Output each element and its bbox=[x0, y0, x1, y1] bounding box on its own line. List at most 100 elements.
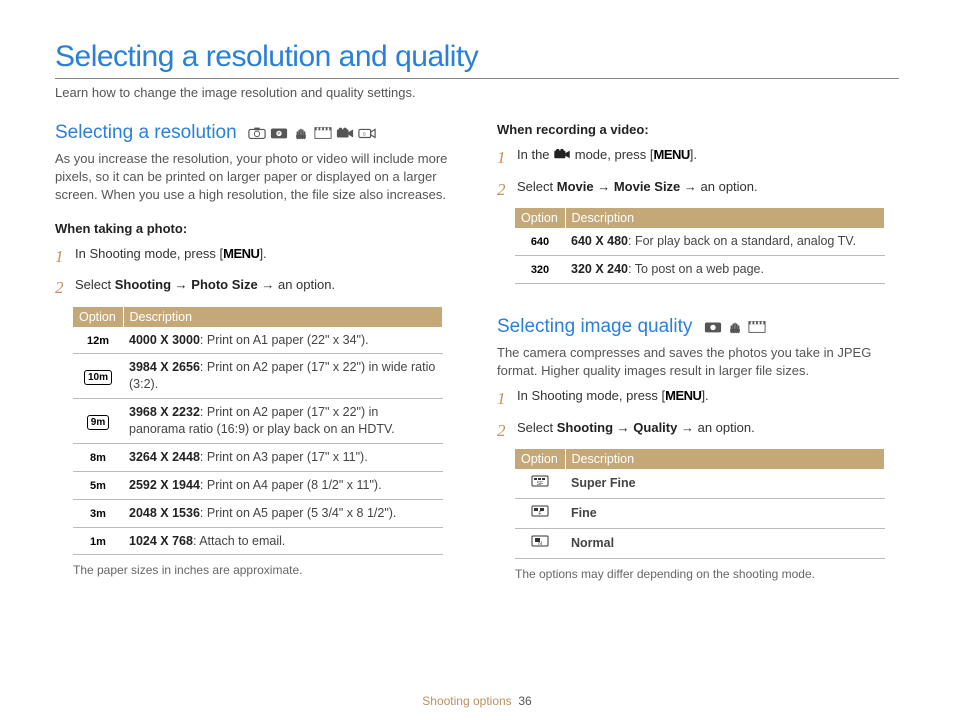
size-badge: 8m bbox=[88, 451, 108, 466]
footer-section: Shooting options bbox=[422, 694, 511, 708]
step-text: Select Movie → Movie Size → an option. bbox=[517, 177, 899, 197]
table-row: 320 320 X 240: To post on a web page. bbox=[515, 255, 885, 283]
cell-rest: : Print on A4 paper (8 1/2" x 11"). bbox=[200, 478, 382, 492]
cell-rest: : For play back on a standard, analog TV… bbox=[628, 234, 856, 248]
step-number: 1 bbox=[497, 386, 517, 412]
th-description: Description bbox=[565, 208, 885, 228]
table-row: 1m 1024 X 768: Attach to email. bbox=[73, 527, 443, 555]
photo-size-table: Option Description 12m4000 X 3000: Print… bbox=[73, 307, 443, 556]
photo-footnote: The paper sizes in inches are approximat… bbox=[73, 563, 457, 577]
content-columns: Selecting a resolution P S As you increa… bbox=[55, 122, 899, 581]
table-row: 3m 2048 X 1536: Print on A5 paper (5 3/4"… bbox=[73, 499, 443, 527]
table-row: 8m3264 X 2448: Print on A3 paper (17" x … bbox=[73, 443, 443, 471]
cell-label: Fine bbox=[565, 499, 885, 529]
scene-icon bbox=[748, 320, 766, 334]
step-pre: In Shooting mode, press [ bbox=[75, 246, 223, 261]
cell-label: Super Fine bbox=[565, 469, 885, 498]
step-number: 2 bbox=[497, 177, 517, 203]
cell-rest: : Print on A3 paper (17" x 11"). bbox=[200, 450, 368, 464]
size-badge: 3m bbox=[88, 507, 108, 522]
step-number: 2 bbox=[497, 418, 517, 444]
th-option: Option bbox=[515, 449, 565, 469]
step-text: In the mode, press [MENU]. bbox=[517, 145, 899, 165]
menu-label: MENU bbox=[654, 147, 690, 162]
step-post: → an option. bbox=[680, 179, 757, 194]
step-text: Select Shooting → Photo Size → an option… bbox=[75, 275, 457, 295]
size-badge: 10m bbox=[84, 370, 112, 385]
section-header-resolution: Selecting a resolution P S bbox=[55, 122, 457, 144]
cell-bold: 1024 X 768 bbox=[129, 534, 193, 548]
cell-bold: 2592 X 1944 bbox=[129, 478, 200, 492]
step-pre: In Shooting mode, press [ bbox=[517, 388, 665, 403]
video-step-2: 2 Select Movie → Movie Size → an option. bbox=[497, 177, 899, 203]
cell-rest: : Attach to email. bbox=[193, 534, 285, 548]
cell-rest: : Print on A5 paper (5 3/4" x 8 1/2"). bbox=[200, 506, 396, 520]
footer-page-number: 36 bbox=[518, 694, 531, 708]
table-row: 9m3968 X 2232: Print on A2 paper (17" x … bbox=[73, 399, 443, 444]
step-post: ]. bbox=[690, 147, 697, 162]
step-text: Select Shooting → Quality → an option. bbox=[517, 418, 899, 438]
table-row: 5m2592 X 1944: Print on A4 paper (8 1/2"… bbox=[73, 471, 443, 499]
page-footer: Shooting options 36 bbox=[0, 694, 954, 708]
cell-bold: 320 X 240 bbox=[571, 262, 628, 276]
smart-icon: S bbox=[358, 126, 376, 140]
video-step-1: 1 In the mode, press [MENU]. bbox=[497, 145, 899, 171]
table-row: N Normal bbox=[515, 528, 885, 558]
step-post: → an option. bbox=[258, 277, 335, 292]
th-description: Description bbox=[123, 307, 443, 327]
quality-icon-superfine: SF bbox=[530, 477, 550, 491]
table-row: 12m4000 X 3000: Print on A1 paper (22" x… bbox=[73, 327, 443, 354]
svg-text:SF: SF bbox=[537, 481, 543, 487]
step-number: 2 bbox=[55, 275, 75, 301]
right-column: When recording a video: 1 In the mode, p… bbox=[497, 122, 899, 581]
page-title: Selecting a resolution and quality bbox=[55, 40, 899, 79]
movie-size-table: Option Description 640 640 X 480: For pla… bbox=[515, 208, 885, 284]
cell-rest: : To post on a web page. bbox=[628, 262, 764, 276]
section-header-quality: Selecting image quality bbox=[497, 316, 899, 338]
svg-text:N: N bbox=[538, 541, 542, 547]
size-badge: 320 bbox=[529, 263, 551, 278]
quality-body: The camera compresses and saves the phot… bbox=[497, 344, 899, 380]
table-header-row: Option Description bbox=[73, 307, 443, 327]
cell-bold: 2048 X 1536 bbox=[129, 506, 200, 520]
cell-bold: 640 X 480 bbox=[571, 234, 628, 248]
table-row: F Fine bbox=[515, 499, 885, 529]
program-icon: P bbox=[270, 126, 288, 140]
resolution-body: As you increase the resolution, your pho… bbox=[55, 150, 457, 205]
auto-icon bbox=[248, 126, 266, 140]
program-icon bbox=[704, 320, 722, 334]
step-pre: Select bbox=[517, 179, 557, 194]
quality-footnote: The options may differ depending on the … bbox=[515, 567, 899, 581]
size-badge: 9m bbox=[87, 415, 109, 430]
size-badge: 640 bbox=[529, 235, 551, 250]
size-badge: 1m bbox=[88, 535, 108, 550]
table-header-row: Option Description bbox=[515, 208, 885, 228]
table-row: 10m3984 X 2656: Print on A2 paper (17" x… bbox=[73, 354, 443, 399]
step-pre: Select bbox=[75, 277, 115, 292]
th-option: Option bbox=[73, 307, 123, 327]
table-header-row: Option Description bbox=[515, 449, 885, 469]
step-text: In Shooting mode, press [MENU]. bbox=[75, 244, 457, 264]
page-intro: Learn how to change the image resolution… bbox=[55, 85, 899, 100]
section-title-resolution: Selecting a resolution bbox=[55, 122, 237, 143]
step-bold: Movie → Movie Size bbox=[557, 179, 681, 194]
quality-icon-normal: N bbox=[530, 537, 550, 551]
quality-step-2: 2 Select Shooting → Quality → an option. bbox=[497, 418, 899, 444]
video-subheading: When recording a video: bbox=[497, 122, 899, 137]
step-number: 1 bbox=[497, 145, 517, 171]
svg-text:F: F bbox=[538, 511, 541, 517]
step-post: ]. bbox=[701, 388, 708, 403]
table-row: 640 640 X 480: For play back on a standar… bbox=[515, 228, 885, 255]
mode-icons-resolution: P S bbox=[248, 126, 376, 140]
table-row: SF Super Fine bbox=[515, 469, 885, 498]
quality-table: Option Description SFSuper Fine FFine NN… bbox=[515, 449, 885, 559]
cell-label: Normal bbox=[565, 528, 885, 558]
step-mid: mode, press [ bbox=[571, 147, 653, 162]
cell-bold: 4000 X 3000 bbox=[129, 333, 200, 347]
left-column: Selecting a resolution P S As you increa… bbox=[55, 122, 457, 581]
step-pre: Select bbox=[517, 420, 557, 435]
svg-text:S: S bbox=[363, 132, 366, 137]
photo-subheading: When taking a photo: bbox=[55, 221, 457, 236]
cell-bold: 3984 X 2656 bbox=[129, 360, 200, 374]
quality-step-1: 1 In Shooting mode, press [MENU]. bbox=[497, 386, 899, 412]
